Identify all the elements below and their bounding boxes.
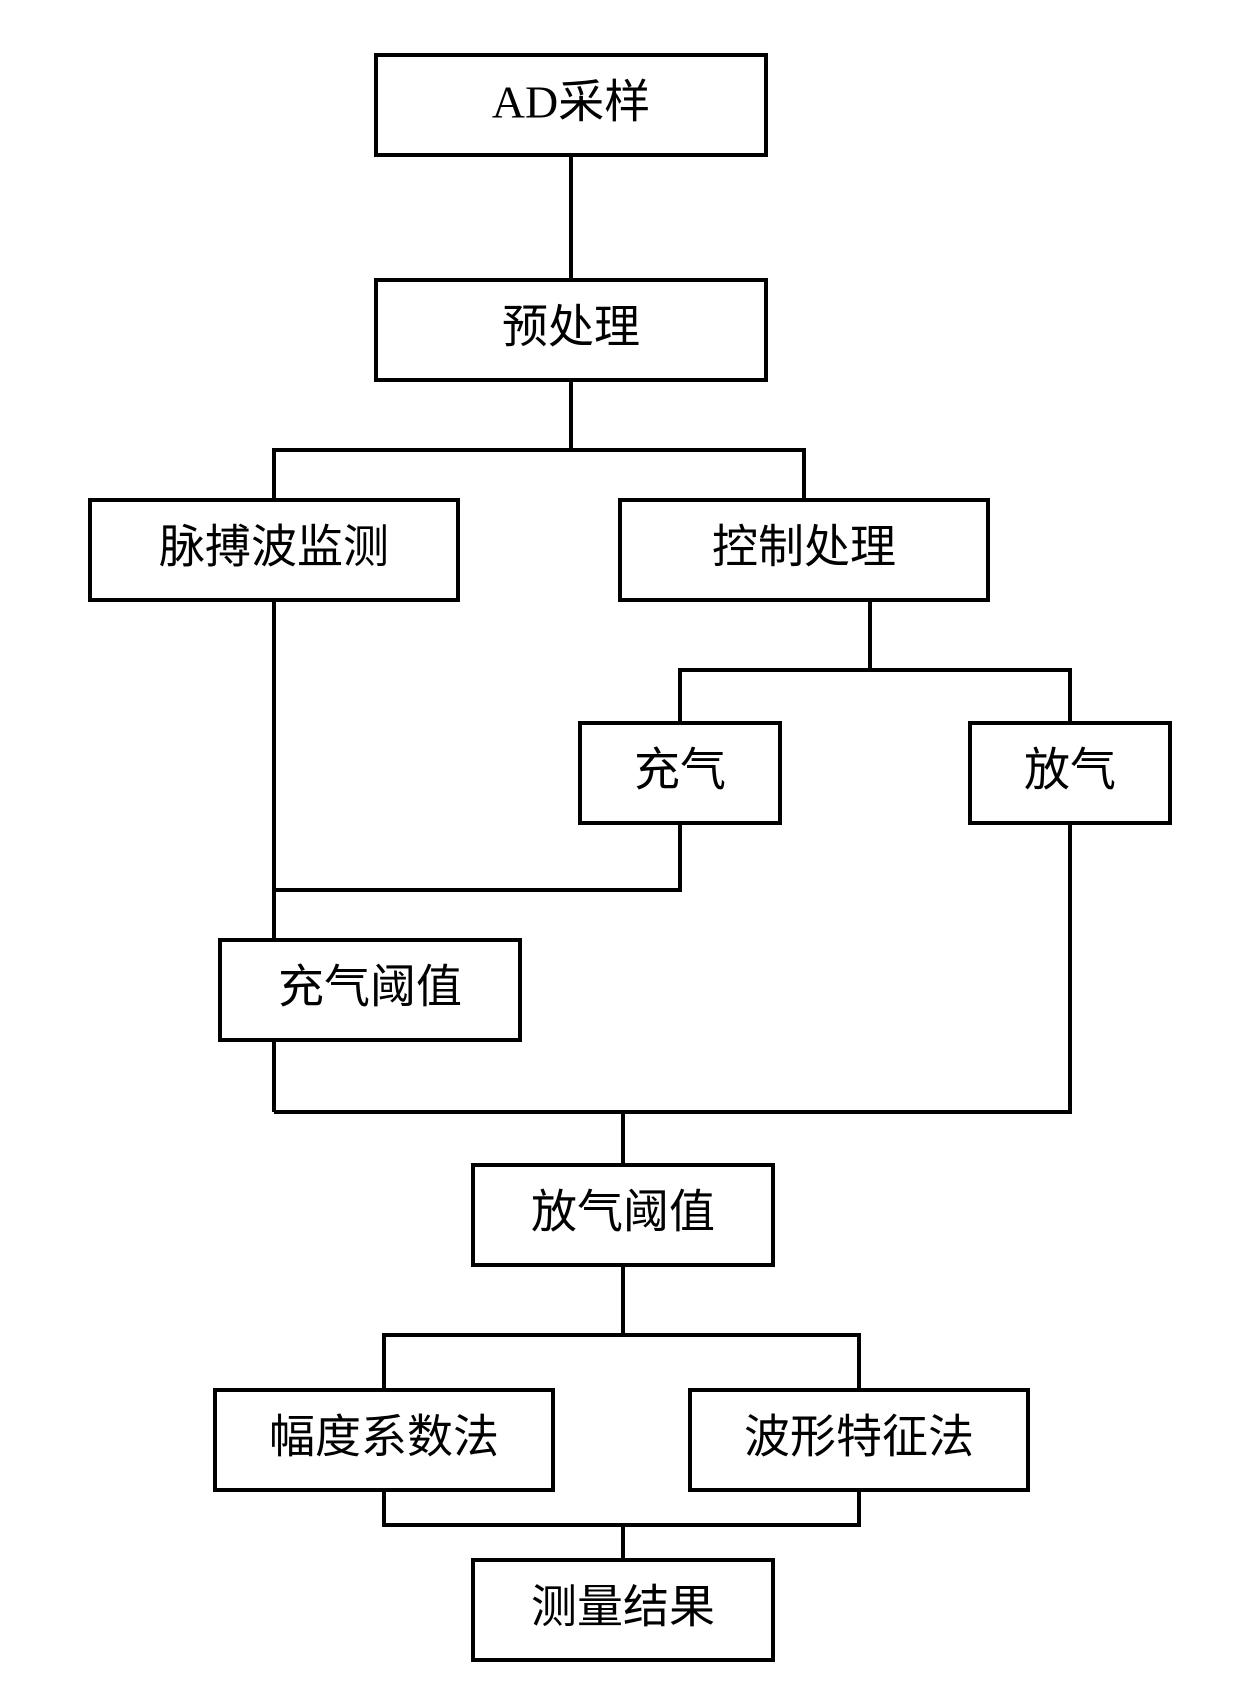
node-pulse: 脉搏波监测 <box>90 500 458 600</box>
node-inf_th-label: 充气阈值 <box>278 962 462 1013</box>
node-wave: 波形特征法 <box>690 1390 1028 1490</box>
edge-split-to-pulse <box>274 450 571 500</box>
node-ad: AD采样 <box>376 55 766 155</box>
edge-inflate-to-inf_th_join <box>274 823 680 890</box>
node-result-label: 测量结果 <box>531 1582 715 1633</box>
node-amp: 幅度系数法 <box>215 1390 553 1490</box>
edge-ctrl_split-to-inflate <box>680 670 870 723</box>
node-amp-label: 幅度系数法 <box>269 1412 499 1463</box>
node-def_th: 放气阈值 <box>473 1165 773 1265</box>
node-pre-label: 预处理 <box>502 302 640 353</box>
edge-amp-to-result_join <box>384 1490 623 1525</box>
node-inflate: 充气 <box>580 723 780 823</box>
node-deflate-label: 放气 <box>1024 745 1116 796</box>
node-inflate-label: 充气 <box>634 745 726 796</box>
node-ad-label: AD采样 <box>492 77 650 128</box>
edge-method_split-to-wave <box>623 1335 859 1390</box>
node-pre: 预处理 <box>376 280 766 380</box>
edge-method_split-to-amp <box>384 1335 623 1390</box>
edge-split-to-ctrl <box>571 450 804 500</box>
node-result: 测量结果 <box>473 1560 773 1660</box>
edge-wave-to-result_join <box>623 1490 859 1525</box>
node-deflate: 放气 <box>970 723 1170 823</box>
edge-ctrl_split-to-deflate <box>870 670 1070 723</box>
node-ctrl-label: 控制处理 <box>712 522 896 573</box>
node-ctrl: 控制处理 <box>620 500 988 600</box>
node-pulse-label: 脉搏波监测 <box>159 522 389 573</box>
node-inf_th: 充气阈值 <box>220 940 520 1040</box>
node-def_th-label: 放气阈值 <box>531 1187 715 1238</box>
node-wave-label: 波形特征法 <box>744 1412 974 1463</box>
